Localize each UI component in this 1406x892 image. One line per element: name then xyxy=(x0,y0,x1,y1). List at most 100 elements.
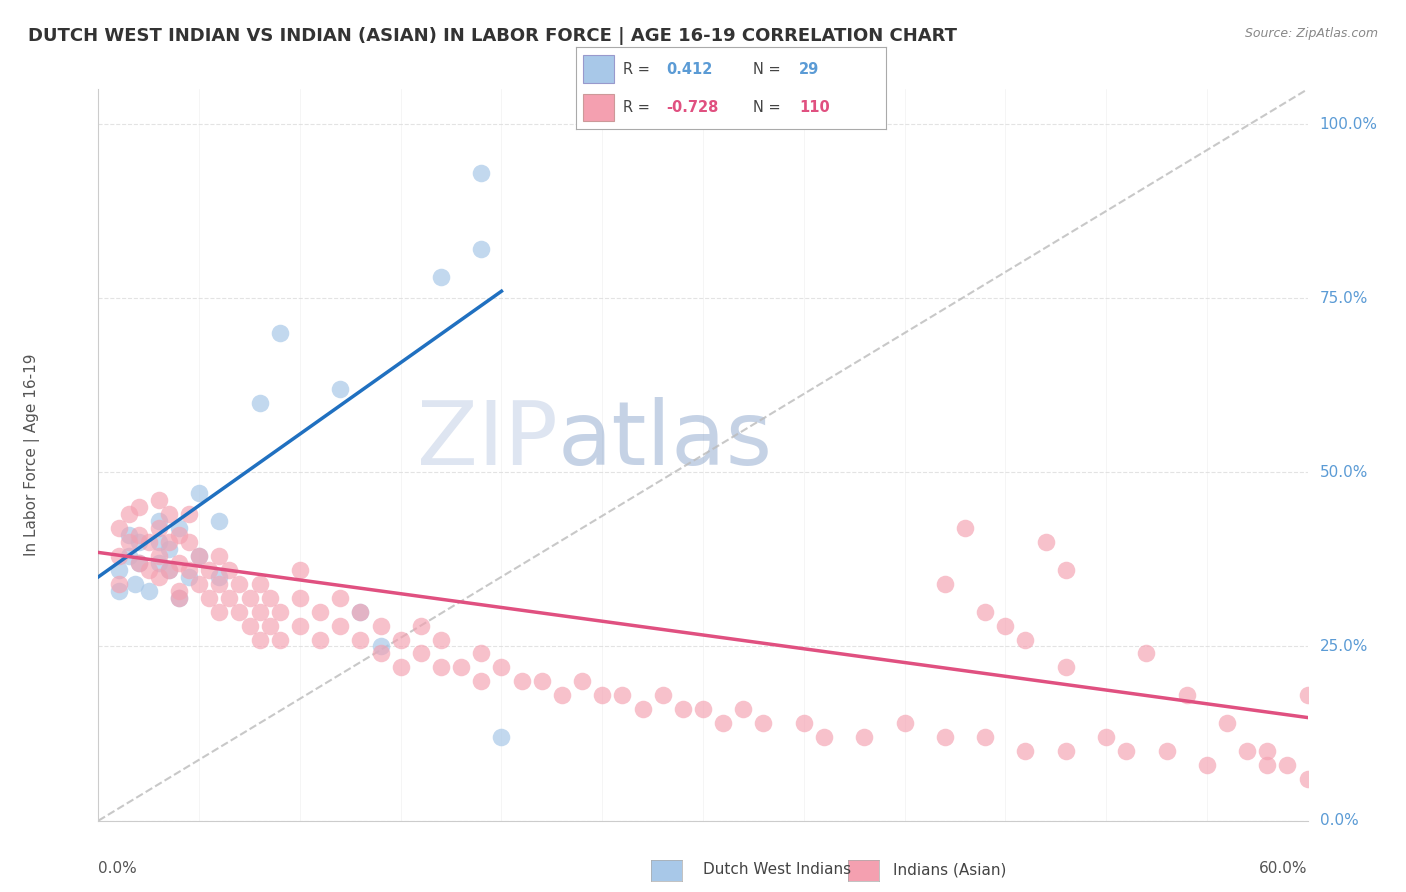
Point xyxy=(813,730,835,744)
Point xyxy=(1095,730,1118,744)
Point xyxy=(430,270,453,285)
Text: 100.0%: 100.0% xyxy=(1320,117,1378,131)
Point xyxy=(551,688,574,702)
Point xyxy=(208,576,231,591)
Point xyxy=(510,674,533,689)
Point xyxy=(148,493,170,508)
Point xyxy=(349,632,371,647)
Point xyxy=(1256,758,1278,772)
Point xyxy=(953,521,976,535)
Bar xyxy=(582,94,613,121)
Point xyxy=(128,556,150,570)
Text: Indians (Asian): Indians (Asian) xyxy=(893,863,1007,877)
Point xyxy=(157,563,180,577)
Point xyxy=(148,514,170,528)
Point xyxy=(530,674,553,689)
Point xyxy=(208,549,231,563)
Point xyxy=(1256,744,1278,758)
Point xyxy=(1035,535,1057,549)
Point xyxy=(409,618,432,632)
Point xyxy=(893,716,915,731)
Point xyxy=(239,591,262,605)
Point xyxy=(177,563,201,577)
Point xyxy=(249,576,271,591)
Text: 75.0%: 75.0% xyxy=(1320,291,1368,306)
Point xyxy=(1296,688,1319,702)
Point xyxy=(249,395,271,409)
Point xyxy=(118,528,141,542)
Point xyxy=(188,486,211,500)
Text: ZIP: ZIP xyxy=(418,397,558,483)
Point xyxy=(118,535,141,549)
Point xyxy=(228,576,250,591)
Point xyxy=(157,507,180,521)
Point xyxy=(349,605,371,619)
Text: 0.0%: 0.0% xyxy=(98,861,138,876)
Point xyxy=(370,640,392,654)
Text: R =: R = xyxy=(623,62,650,77)
Point xyxy=(430,632,453,647)
Point xyxy=(491,660,513,674)
Text: 0.0%: 0.0% xyxy=(1320,814,1358,828)
Point xyxy=(148,521,170,535)
Point xyxy=(934,730,956,744)
Point xyxy=(107,549,129,563)
Point xyxy=(157,563,180,577)
Text: 60.0%: 60.0% xyxy=(1260,861,1308,876)
Point xyxy=(1014,632,1036,647)
Point xyxy=(1175,688,1198,702)
Point xyxy=(1115,744,1137,758)
Point xyxy=(470,243,492,257)
Point xyxy=(934,576,956,591)
Point xyxy=(107,576,129,591)
Point xyxy=(259,591,281,605)
Text: 29: 29 xyxy=(799,62,820,77)
Point xyxy=(389,660,412,674)
Point xyxy=(571,674,593,689)
Point xyxy=(370,618,392,632)
Point xyxy=(1216,716,1239,731)
Point xyxy=(1337,772,1360,786)
Text: N =: N = xyxy=(752,100,780,115)
Point xyxy=(752,716,775,731)
Text: Dutch West Indians: Dutch West Indians xyxy=(703,863,851,877)
Point xyxy=(470,674,492,689)
Point xyxy=(188,549,211,563)
Point xyxy=(128,528,150,542)
Point xyxy=(177,507,201,521)
Point xyxy=(157,535,180,549)
Point xyxy=(591,688,613,702)
Point xyxy=(1236,744,1258,758)
Point xyxy=(1296,772,1319,786)
Point xyxy=(430,660,453,674)
Point xyxy=(198,563,221,577)
Point xyxy=(167,591,190,605)
Point xyxy=(128,535,150,549)
Point xyxy=(188,549,211,563)
Point xyxy=(1014,744,1036,758)
Point xyxy=(1054,744,1077,758)
Point xyxy=(177,570,201,584)
Point xyxy=(167,583,190,598)
Point xyxy=(651,688,673,702)
Point xyxy=(974,730,997,744)
Point xyxy=(107,563,129,577)
Point xyxy=(148,570,170,584)
Point xyxy=(329,618,352,632)
Point xyxy=(974,605,997,619)
Point xyxy=(138,583,160,598)
Point xyxy=(329,591,352,605)
Text: DUTCH WEST INDIAN VS INDIAN (ASIAN) IN LABOR FORCE | AGE 16-19 CORRELATION CHART: DUTCH WEST INDIAN VS INDIAN (ASIAN) IN L… xyxy=(28,27,957,45)
Point xyxy=(389,632,412,647)
Point xyxy=(470,647,492,661)
Point xyxy=(491,730,513,744)
Point xyxy=(349,605,371,619)
Point xyxy=(329,382,352,396)
Point xyxy=(118,549,141,563)
Point xyxy=(793,716,815,731)
Text: R =: R = xyxy=(623,100,650,115)
Point xyxy=(107,521,129,535)
Point xyxy=(107,583,129,598)
Point xyxy=(167,591,190,605)
Point xyxy=(409,647,432,661)
